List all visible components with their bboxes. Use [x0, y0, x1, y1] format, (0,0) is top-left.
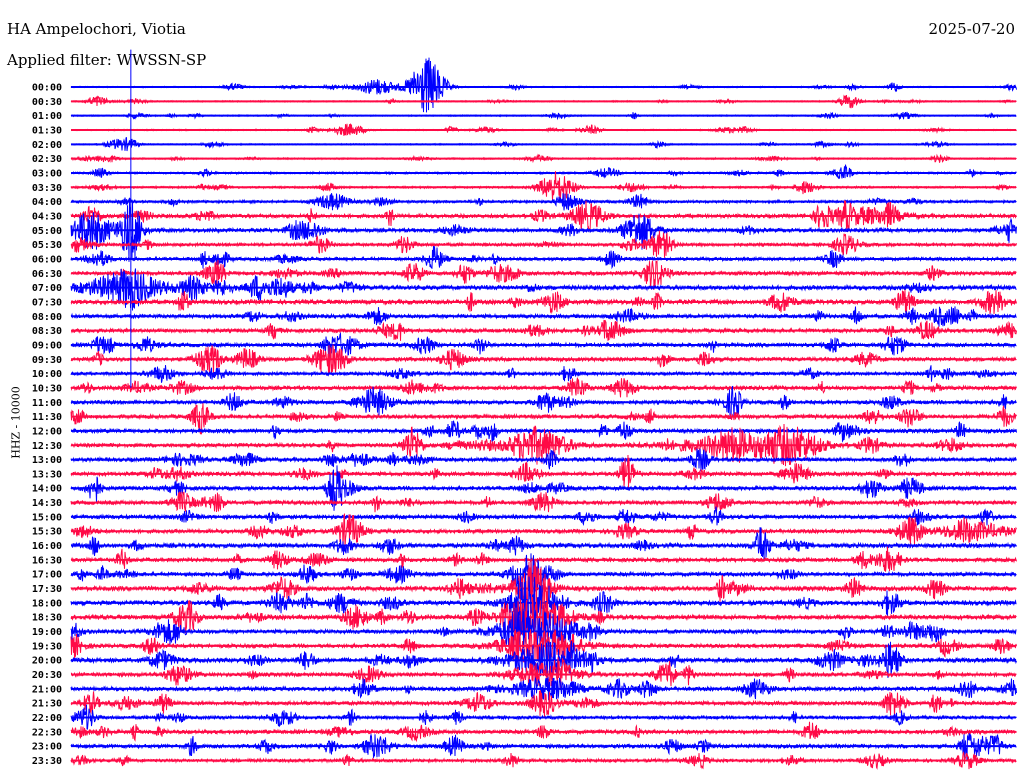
- row-time-label: 01:00: [32, 111, 62, 122]
- row-time-label: 14:00: [32, 484, 62, 495]
- row-time-label: 00:30: [32, 97, 62, 108]
- row-time-label: 14:30: [32, 498, 62, 509]
- trace-line: [70, 289, 1017, 315]
- row-time-label: 00:00: [32, 83, 62, 94]
- trace-line: [71, 164, 1017, 180]
- row-time-label: 12:00: [32, 426, 62, 437]
- row-time-label: 21:30: [32, 699, 62, 710]
- row-time-label: 18:30: [32, 613, 62, 624]
- row-time-label: 23:30: [32, 756, 62, 767]
- row-time-label: 22:30: [32, 727, 62, 738]
- row-time-label: 23:00: [32, 742, 62, 753]
- filter-label: Applied filter: WWSSN-SP: [7, 51, 207, 69]
- row-time-label: 04:30: [32, 211, 62, 222]
- row-time-label: 19:30: [32, 641, 62, 652]
- row-time-label: 22:00: [32, 713, 62, 724]
- row-time-label: 16:30: [32, 555, 62, 566]
- row-time-label: 19:00: [32, 627, 62, 638]
- row-time-label: 03:00: [32, 168, 62, 179]
- row-time-label: 11:00: [32, 398, 62, 409]
- row-time-label: 09:00: [32, 340, 62, 351]
- trace-line: [70, 403, 1017, 435]
- row-time-label: 17:30: [32, 584, 62, 595]
- row-time-label: 02:30: [32, 154, 62, 165]
- row-time-label: 15:00: [32, 512, 62, 523]
- row-time-label: 06:00: [32, 254, 62, 265]
- row-time-label: 16:00: [32, 541, 62, 552]
- row-time-label: 05:30: [32, 240, 62, 251]
- row-time-label: 09:30: [32, 355, 62, 366]
- trace-line: [70, 57, 1017, 113]
- trace-line: [70, 628, 1017, 663]
- row-time-label: 07:30: [32, 297, 62, 308]
- row-time-label: 08:30: [32, 326, 62, 337]
- row-time-label: 20:00: [32, 656, 62, 667]
- row-time-label: 08:00: [32, 312, 62, 323]
- row-time-label: 13:30: [32, 469, 62, 480]
- row-time-label: 02:00: [32, 140, 62, 151]
- station-title: HA Ampelochori, Viotia: [7, 20, 186, 38]
- row-time-label: 03:30: [32, 183, 62, 194]
- date-label: 2025-07-20: [928, 20, 1015, 38]
- row-time-label: 06:30: [32, 269, 62, 280]
- trace-line: [70, 657, 1017, 691]
- row-time-label: 04:00: [32, 197, 62, 208]
- trace-line: [70, 245, 1017, 270]
- row-time-label: 15:30: [32, 527, 62, 538]
- row-time-label: 13:00: [32, 455, 62, 466]
- row-time-label: 21:00: [32, 684, 62, 695]
- trace-line: [70, 259, 1017, 290]
- trace-line: [70, 559, 1017, 618]
- row-time-label: 12:30: [32, 441, 62, 452]
- row-time-label: 18:00: [32, 598, 62, 609]
- row-time-label: 10:00: [32, 369, 62, 380]
- row-time-label: 20:30: [32, 670, 62, 681]
- row-time-label: 05:00: [32, 226, 62, 237]
- row-time-label: 07:00: [32, 283, 62, 294]
- trace-line: [70, 640, 1017, 680]
- row-time-label: 17:00: [32, 570, 62, 581]
- row-time-label: 01:30: [32, 125, 62, 136]
- row-time-label: 10:30: [32, 383, 62, 394]
- row-time-label: 11:30: [32, 412, 62, 423]
